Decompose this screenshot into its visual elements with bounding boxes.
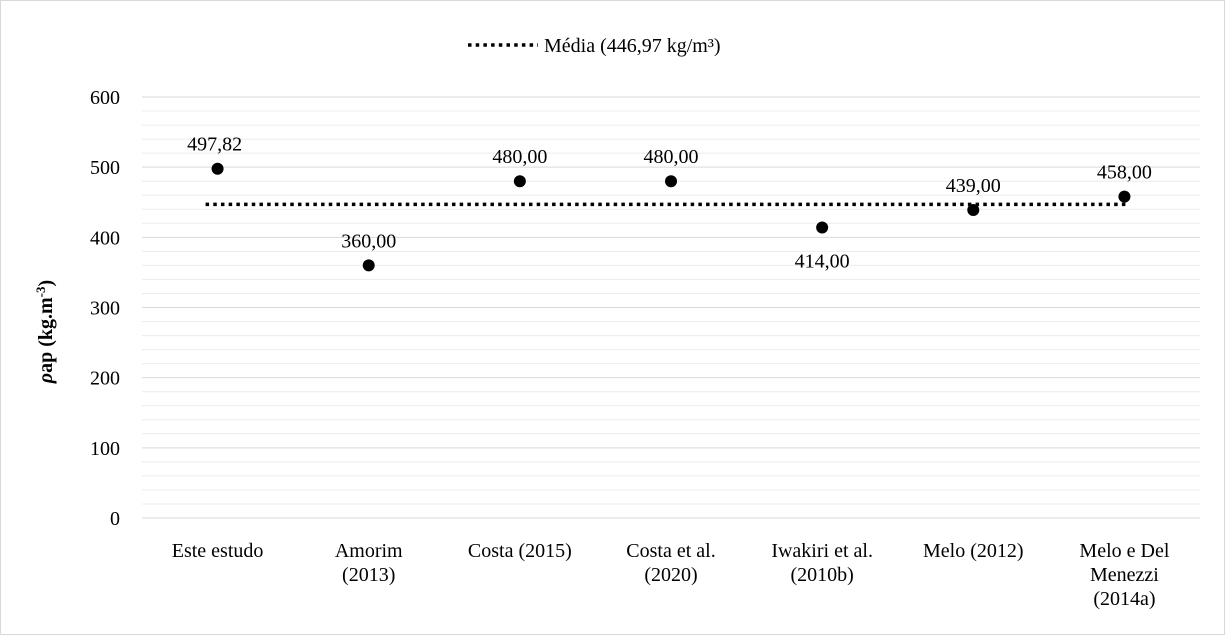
x-category-label: Costa (2015) bbox=[468, 540, 572, 562]
y-axis-title-suffix: ) bbox=[35, 280, 57, 287]
x-category-label: Melo e Del Menezzi (2014a) bbox=[1079, 540, 1169, 610]
x-category-label: Costa et al. (2020) bbox=[626, 540, 715, 586]
data-point bbox=[816, 221, 829, 234]
data-point bbox=[665, 175, 677, 188]
y-axis-title-symbol: ρ bbox=[35, 373, 57, 384]
y-axis-title: ρap (kg.m-3) bbox=[33, 280, 58, 384]
y-tick-label: 100 bbox=[90, 438, 120, 460]
y-axis-title-sup: -3 bbox=[33, 286, 48, 297]
y-tick-label: 600 bbox=[90, 87, 120, 109]
x-category-label: Amorim (2013) bbox=[335, 540, 403, 586]
data-label: 360,00 bbox=[341, 230, 396, 252]
x-category-label: Melo (2012) bbox=[923, 540, 1024, 562]
data-point bbox=[362, 259, 375, 272]
y-axis: 0 100 200 300 400 500 600 bbox=[90, 87, 120, 530]
x-category-label: Iwakiri et al. (2010b) bbox=[771, 540, 873, 586]
y-tick-label: 0 bbox=[110, 508, 120, 530]
data-labels: 497,82 360,00 480,00 480,00 414,00 439,00 458,… bbox=[187, 134, 1152, 273]
data-point bbox=[211, 162, 224, 175]
data-points bbox=[211, 162, 1131, 272]
y-axis-title-main: ap (kg.m bbox=[35, 297, 57, 373]
legend-label: Média (446,97 kg/m³) bbox=[544, 35, 721, 57]
y-tick-label: 400 bbox=[90, 227, 120, 249]
legend: Média (446,97 kg/m³) bbox=[468, 35, 721, 57]
data-label: 497,82 bbox=[187, 134, 242, 156]
data-label: 480,00 bbox=[644, 146, 699, 168]
y-tick-label: 500 bbox=[90, 157, 120, 179]
x-category-label: Este estudo bbox=[172, 540, 264, 562]
data-point bbox=[513, 175, 526, 188]
data-point bbox=[1118, 190, 1131, 203]
data-label: 480,00 bbox=[492, 146, 547, 168]
data-label: 458,00 bbox=[1097, 162, 1152, 184]
y-tick-label: 300 bbox=[90, 298, 120, 320]
x-axis: Este estudo Amorim (2013) Costa (2015) Costa… bbox=[172, 540, 1170, 610]
data-label: 414,00 bbox=[795, 251, 850, 273]
y-tick-label: 200 bbox=[90, 368, 120, 390]
data-point bbox=[967, 203, 980, 216]
data-label: 439,00 bbox=[946, 175, 1001, 197]
